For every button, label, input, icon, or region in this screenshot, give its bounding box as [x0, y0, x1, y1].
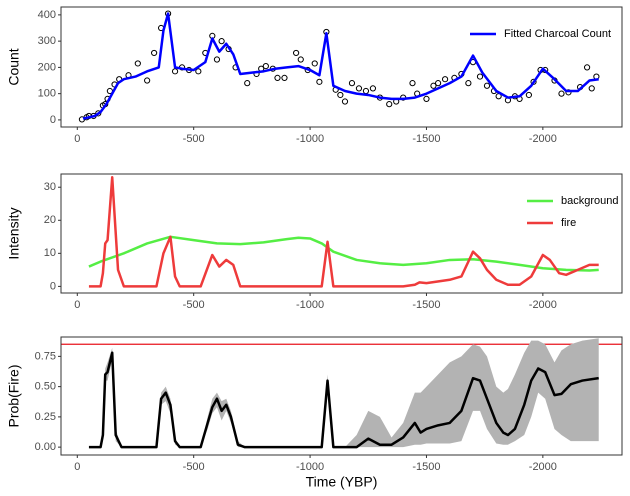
y-tick-label: 0.25: [35, 411, 56, 423]
x-tick-label: 0: [74, 133, 80, 145]
y-tick-label: 30: [44, 181, 56, 193]
legend-label: Fitted Charcoal Count: [504, 28, 611, 40]
x-tick-label: -1500: [412, 461, 440, 473]
y-tick-label: 10: [44, 247, 56, 259]
data-point: [151, 49, 158, 57]
x-tick-label: 0: [74, 299, 80, 311]
data-point: [525, 91, 532, 99]
x-tick-label: -2000: [529, 299, 557, 311]
x-tick-label: -1000: [296, 299, 324, 311]
data-point: [337, 91, 344, 99]
data-point: [362, 87, 370, 95]
confidence-band: [88, 338, 599, 448]
data-point: [297, 56, 304, 63]
x-tick-label: -500: [183, 461, 205, 473]
data-point: [195, 68, 202, 75]
data-point: [476, 73, 484, 80]
x-tick-label: -1500: [412, 133, 440, 145]
plot-area: [88, 338, 599, 449]
y-axis-title: Prob(Fire): [6, 364, 22, 427]
panel-border: [60, 6, 623, 128]
data-point: [348, 80, 356, 87]
y-tick-label: 200: [38, 61, 56, 73]
panel-border: [60, 173, 623, 294]
x-tick-label: -500: [183, 299, 205, 311]
x-tick-label: -2000: [529, 133, 557, 145]
data-point: [311, 60, 318, 67]
y-tick-label: 20: [44, 214, 56, 226]
data-point: [483, 82, 491, 89]
y-tick-label: 0.50: [35, 381, 56, 393]
x-tick-label: -1000: [296, 133, 324, 145]
data-point: [430, 82, 437, 89]
plot-area: [78, 10, 600, 123]
data-line: [88, 351, 599, 449]
data-point: [588, 85, 595, 92]
x-tick-label: -1000: [296, 461, 324, 473]
data-point: [293, 49, 300, 57]
y-tick-label: 100: [38, 88, 56, 100]
legend-label: fire: [561, 217, 576, 229]
x-tick-label: 0: [74, 461, 80, 473]
data-point: [213, 56, 221, 63]
data-point: [274, 74, 281, 81]
panel-border: [60, 336, 623, 456]
y-tick-label: 300: [38, 35, 56, 47]
data-point: [316, 78, 323, 85]
data-point: [409, 80, 416, 87]
x-tick-label: -500: [183, 133, 205, 145]
data-line: [88, 235, 599, 272]
data-point: [144, 77, 151, 84]
plot-area: [88, 176, 599, 288]
x-tick-label: -2000: [529, 461, 557, 473]
data-point: [441, 76, 449, 83]
data-point: [244, 80, 251, 87]
data-point: [341, 98, 349, 105]
x-tick-label: -1500: [412, 299, 440, 311]
data-point: [218, 38, 225, 45]
data-point: [558, 90, 565, 97]
data-point: [171, 68, 179, 75]
y-tick-label: 0.75: [35, 350, 56, 362]
data-point: [134, 60, 141, 67]
y-tick-label: 400: [38, 9, 56, 21]
data-point: [262, 62, 269, 70]
x-axis-title: Time (YBP): [306, 474, 378, 490]
data-point: [465, 80, 472, 87]
y-axis-title: Count: [6, 48, 22, 85]
data-point: [281, 74, 288, 81]
data-line: [82, 12, 599, 120]
data-point: [435, 80, 442, 87]
data-line: [88, 176, 599, 288]
data-point: [386, 101, 393, 108]
legend-label: background: [561, 195, 619, 207]
y-tick-label: 0.00: [35, 441, 56, 453]
data-point: [583, 64, 591, 71]
y-tick-label: 0: [50, 280, 56, 292]
y-tick-label: 0: [50, 114, 56, 126]
data-point: [423, 95, 430, 103]
data-point: [355, 85, 363, 92]
data-point: [369, 85, 377, 92]
data-point: [565, 89, 572, 96]
y-axis-title: Intensity: [6, 207, 22, 259]
